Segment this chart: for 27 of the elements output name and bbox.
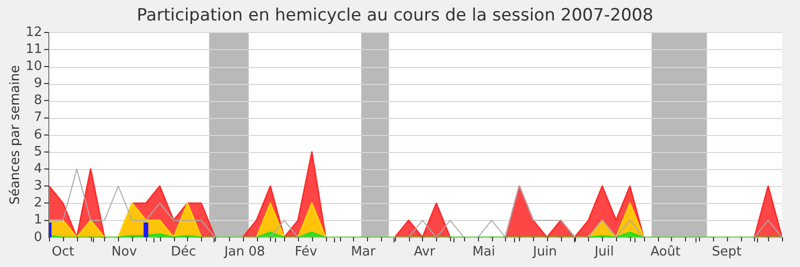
x-tick-label: Jan 08 bbox=[223, 244, 266, 260]
x-tick-label: Oct bbox=[52, 244, 74, 260]
chart-title: Participation en hemicycle au cours de la session 2007-2008 bbox=[136, 6, 654, 26]
y-tick-label: 12 bbox=[26, 24, 42, 40]
x-tick-label: Déc bbox=[170, 244, 196, 260]
y-tick-label: 7 bbox=[34, 110, 42, 126]
x-tick-label: Fév bbox=[294, 244, 318, 260]
x-tick-label: Juin bbox=[532, 244, 557, 260]
y-tick-label: 9 bbox=[34, 76, 42, 92]
y-tick-label: 4 bbox=[34, 161, 42, 176]
y-tick-label: 5 bbox=[34, 144, 42, 160]
x-tick-label: Sept bbox=[712, 244, 742, 260]
x-tick-label: Avr bbox=[414, 244, 436, 260]
y-tick-label: 0 bbox=[34, 230, 42, 245]
x-tick-label: Juil bbox=[594, 244, 614, 260]
y-tick-label: 10 bbox=[26, 58, 42, 74]
y-axis-title: Séances par semaine bbox=[8, 65, 24, 205]
x-tick-label: Août bbox=[650, 244, 680, 260]
x-tick-label: Mar bbox=[350, 244, 376, 260]
y-tick-label: 8 bbox=[34, 93, 42, 108]
y-tick-label: 2 bbox=[34, 196, 42, 211]
y-tick-label: 3 bbox=[34, 178, 42, 194]
x-tick-label: Mai bbox=[472, 244, 496, 260]
y-tick-label: 1 bbox=[34, 212, 42, 228]
y-tick-label: 6 bbox=[34, 127, 42, 142]
x-tick-label: Nov bbox=[112, 244, 138, 260]
y-tick-label: 11 bbox=[26, 42, 42, 57]
